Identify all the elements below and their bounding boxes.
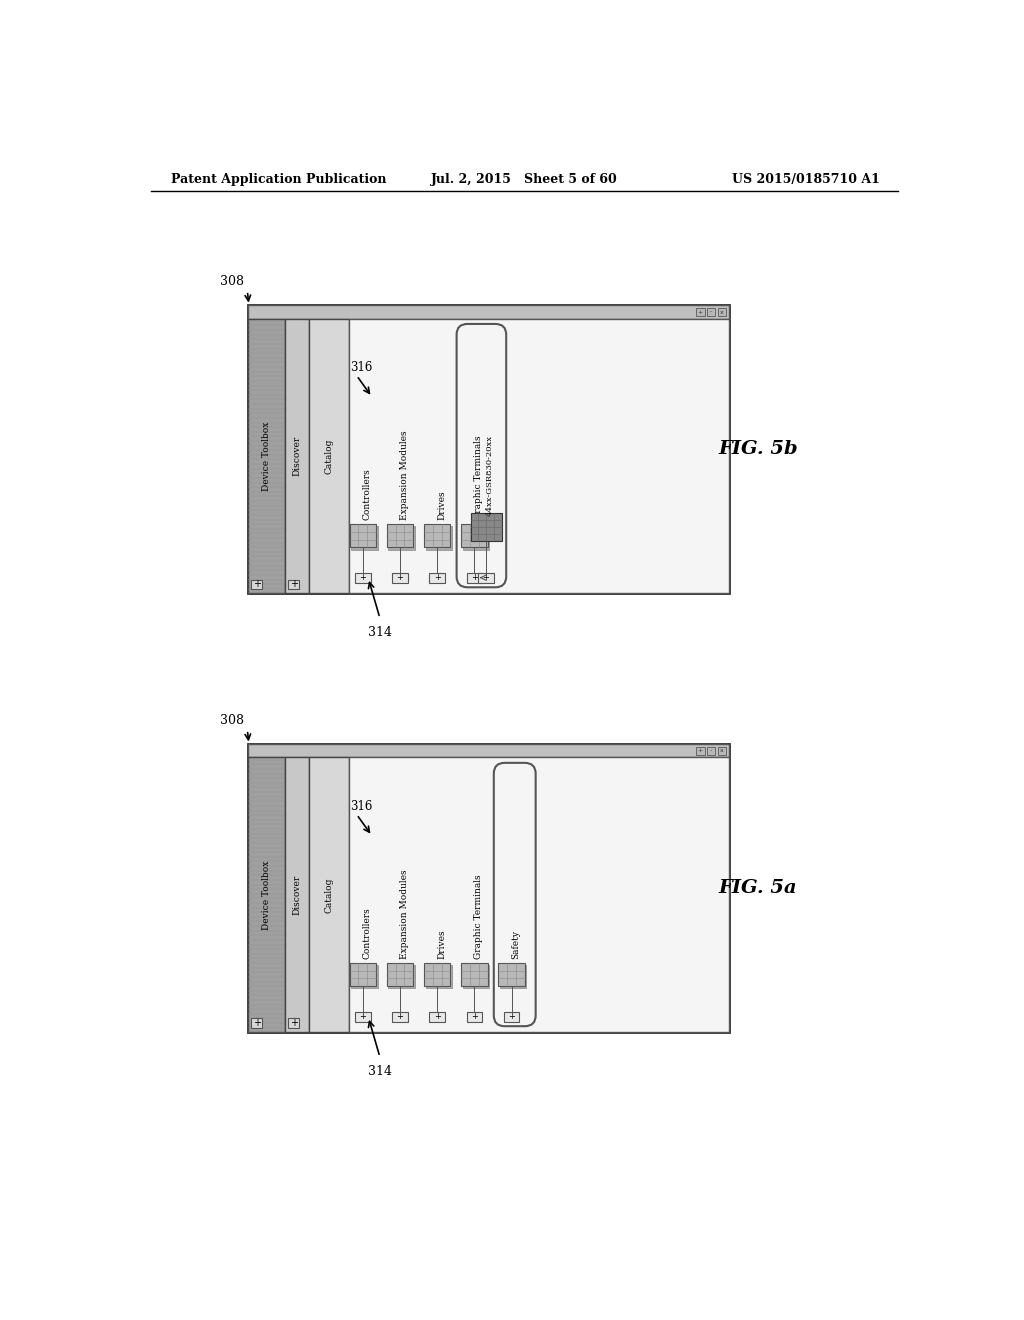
Bar [424, 524, 451, 548]
Bar [248, 758, 286, 1032]
Text: Expansion Modules: Expansion Modules [400, 870, 409, 960]
Text: +: + [697, 309, 702, 314]
Bar [308, 318, 349, 594]
Text: 308: 308 [220, 714, 245, 726]
Text: Catalog: Catalog [325, 878, 333, 912]
Bar [248, 743, 729, 758]
Text: Controllers: Controllers [362, 469, 372, 520]
Bar [429, 573, 445, 582]
Text: -: - [710, 748, 713, 754]
Text: Patent Application Publication: Patent Application Publication [171, 173, 386, 186]
Bar [424, 964, 451, 986]
Text: +: + [253, 1018, 261, 1028]
Bar [355, 1011, 371, 1022]
Bar [500, 965, 526, 989]
Bar [248, 305, 729, 318]
Text: +: + [482, 573, 489, 582]
Bar [349, 318, 729, 594]
Bar [289, 579, 299, 589]
Text: +: + [290, 579, 298, 589]
Bar [349, 964, 376, 986]
Bar [248, 305, 729, 594]
Text: +: + [253, 579, 261, 589]
Bar [251, 579, 262, 589]
Bar [286, 318, 308, 594]
Bar [504, 1011, 519, 1022]
Bar [461, 524, 487, 548]
Bar [388, 527, 415, 549]
Bar [467, 1011, 482, 1022]
Bar [461, 964, 487, 986]
Bar [387, 964, 414, 986]
Bar [696, 308, 705, 317]
Bar [392, 1011, 408, 1022]
Text: Safety: Safety [512, 931, 520, 960]
Bar [351, 965, 378, 989]
Text: Graphic Terminals: Graphic Terminals [474, 436, 483, 520]
Text: +: + [290, 1018, 298, 1028]
Text: Graphic Terminals: Graphic Terminals [474, 875, 483, 960]
Text: 316: 316 [350, 800, 373, 813]
Text: x: x [720, 309, 724, 314]
Bar [707, 747, 716, 755]
Bar [248, 743, 729, 1032]
Text: +: + [434, 1012, 440, 1022]
Bar [388, 965, 415, 989]
Bar [349, 758, 729, 1032]
Text: Jul. 2, 2015   Sheet 5 of 60: Jul. 2, 2015 Sheet 5 of 60 [431, 173, 618, 186]
Bar [707, 308, 716, 317]
Text: +: + [471, 573, 478, 582]
Text: Catalog: Catalog [325, 438, 333, 474]
Bar [387, 524, 414, 548]
Bar [308, 758, 349, 1032]
Text: US 2015/0185710 A1: US 2015/0185710 A1 [732, 173, 880, 186]
Bar [471, 513, 502, 541]
Bar [351, 527, 378, 549]
Text: x: x [720, 748, 724, 754]
Bar [426, 965, 452, 989]
Bar [696, 747, 705, 755]
Bar [463, 965, 489, 989]
Text: +: + [434, 573, 440, 582]
Text: FIG. 5a: FIG. 5a [719, 879, 798, 898]
Bar [392, 573, 408, 582]
Text: +: + [697, 748, 702, 754]
Bar [463, 527, 489, 549]
Text: 314: 314 [368, 626, 392, 639]
Text: 314: 314 [368, 1065, 392, 1077]
Bar [251, 1019, 262, 1028]
Bar [426, 527, 452, 549]
Bar [499, 964, 524, 986]
Text: Expansion Modules: Expansion Modules [400, 430, 409, 520]
Bar [248, 318, 286, 594]
Text: FIG. 5b: FIG. 5b [718, 440, 798, 458]
Text: Discover: Discover [293, 875, 301, 915]
Bar [355, 573, 371, 582]
Text: Device Toolbox: Device Toolbox [262, 421, 271, 491]
Text: +: + [359, 573, 367, 582]
Text: Controllers: Controllers [362, 907, 372, 960]
Text: Discover: Discover [293, 436, 301, 477]
Bar [478, 573, 494, 582]
Bar [467, 573, 482, 582]
Text: 44xx-GSR830-20xx: 44xx-GSR830-20xx [486, 436, 494, 516]
Bar [289, 1019, 299, 1028]
Text: +: + [396, 573, 403, 582]
Text: 316: 316 [350, 360, 373, 374]
Bar [349, 524, 376, 548]
Text: +: + [359, 1012, 367, 1022]
Bar [718, 747, 726, 755]
Text: 308: 308 [220, 275, 245, 288]
Bar [429, 1011, 445, 1022]
Text: +: + [396, 1012, 403, 1022]
Text: +: + [508, 1012, 515, 1022]
Text: Device Toolbox: Device Toolbox [262, 861, 271, 929]
Text: +: + [471, 1012, 478, 1022]
Text: Drives: Drives [437, 929, 446, 960]
Text: -: - [710, 309, 713, 314]
Text: Drives: Drives [437, 491, 446, 520]
Bar [718, 308, 726, 317]
Bar [286, 758, 308, 1032]
